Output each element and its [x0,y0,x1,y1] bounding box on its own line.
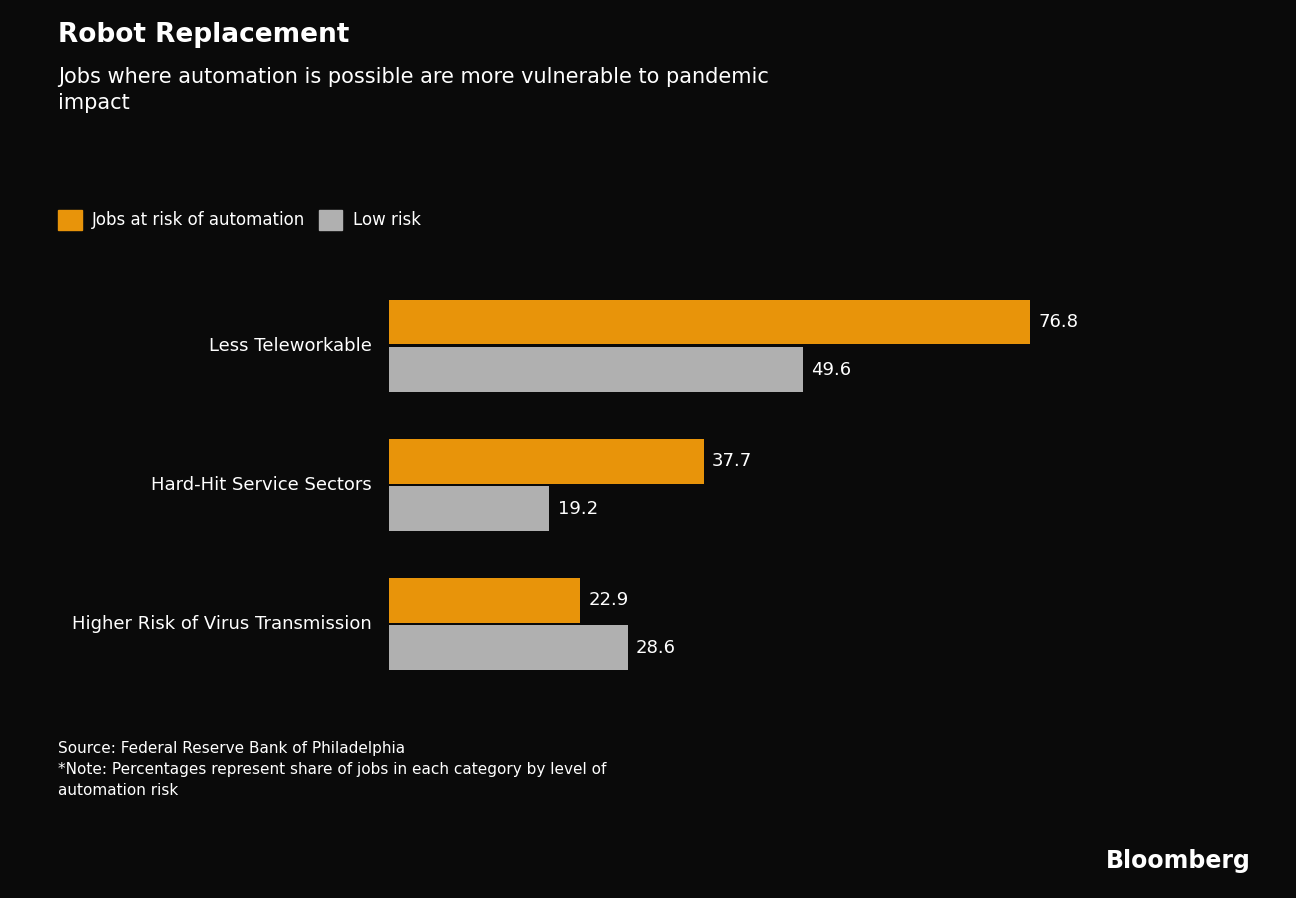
Bar [389,439,704,483]
Bar [389,348,804,392]
Bar [389,578,581,622]
Text: Higher Risk of Virus Transmission: Higher Risk of Virus Transmission [73,615,372,633]
Text: 28.6: 28.6 [636,638,677,656]
Text: Robot Replacement: Robot Replacement [58,22,350,48]
Text: Low risk: Low risk [353,211,420,229]
Text: Bloomberg: Bloomberg [1105,849,1251,873]
Bar [389,300,1030,345]
Text: 37.7: 37.7 [712,453,752,471]
Text: 49.6: 49.6 [811,360,851,379]
Bar [389,625,627,670]
Text: Jobs at risk of automation: Jobs at risk of automation [92,211,306,229]
Text: 76.8: 76.8 [1038,313,1078,331]
Text: Less Teleworkable: Less Teleworkable [209,337,372,355]
Text: 22.9: 22.9 [588,591,629,610]
Text: 19.2: 19.2 [557,499,597,517]
Text: Hard-Hit Service Sectors: Hard-Hit Service Sectors [152,476,372,494]
Text: Jobs where automation is possible are more vulnerable to pandemic
impact: Jobs where automation is possible are mo… [58,67,770,113]
Bar [389,487,550,531]
Text: Source: Federal Reserve Bank of Philadelphia
*Note: Percentages represent share : Source: Federal Reserve Bank of Philadel… [58,741,607,797]
